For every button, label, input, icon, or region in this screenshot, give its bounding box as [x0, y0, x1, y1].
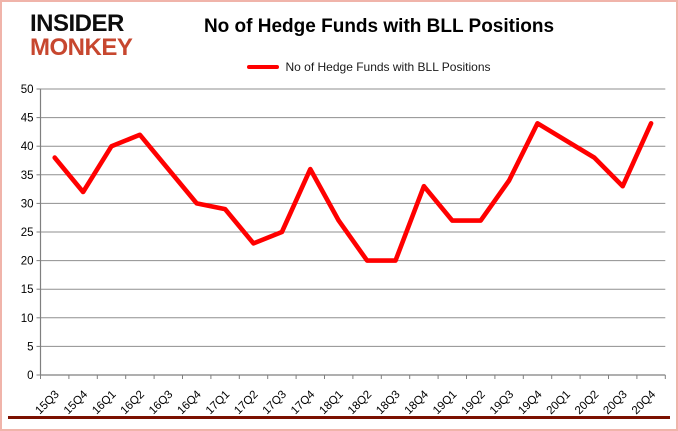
x-tick-label: 17Q3 [261, 389, 289, 417]
x-tick-label: 17Q2 [232, 389, 260, 417]
x-tick-label: 19Q3 [488, 389, 516, 417]
chart-legend: No of Hedge Funds with BLL Positions [62, 60, 676, 74]
y-tick-label: 5 [27, 341, 33, 353]
y-tick-label: 10 [21, 313, 34, 325]
x-tick-label: 20Q2 [573, 389, 601, 417]
y-tick-label: 25 [21, 227, 34, 239]
x-tick-label: 20Q1 [545, 389, 573, 417]
y-tick-label: 0 [27, 370, 33, 382]
y-tick-label: 20 [21, 256, 34, 268]
logo-line-monkey: MONKEY [30, 34, 133, 61]
legend-line-swatch [247, 65, 280, 69]
x-tick-label: 16Q4 [175, 388, 204, 417]
tick-marks [36, 88, 666, 379]
x-tick-label: 19Q2 [459, 389, 487, 417]
y-axis-labels: 0 5 10 15 20 25 30 35 40 45 50 [21, 84, 34, 382]
x-tick-label: 18Q4 [403, 388, 432, 417]
x-tick-label: 18Q1 [317, 389, 345, 417]
footer-rule [8, 416, 670, 419]
data-series [52, 121, 654, 263]
x-tick-label: 17Q1 [204, 389, 232, 417]
y-tick-label: 30 [21, 198, 34, 210]
x-tick-label: 15Q4 [62, 388, 91, 417]
x-tick-label: 19Q1 [431, 389, 459, 417]
x-tick-label: 17Q4 [289, 388, 318, 417]
x-tick-label: 20Q3 [601, 389, 629, 417]
x-tick-label: 16Q1 [90, 389, 118, 417]
gridlines [40, 88, 666, 347]
legend-label: No of Hedge Funds with BLL Positions [285, 60, 491, 74]
y-tick-label: 15 [21, 284, 34, 296]
x-tick-label: 18Q3 [374, 389, 402, 417]
insider-monkey-logo: INSIDER MONKEY [30, 10, 133, 61]
y-tick-label: 45 [21, 113, 34, 125]
series-line [52, 121, 654, 263]
y-tick-label: 50 [21, 84, 34, 96]
x-tick-label: 15Q3 [33, 389, 61, 417]
y-tick-label: 35 [21, 170, 34, 182]
page-title: No of Hedge Funds with BLL Positions [203, 16, 555, 37]
x-tick-label: 18Q2 [346, 389, 374, 417]
logo-line-insider: INSIDER [30, 10, 124, 37]
x-tick-label: 19Q4 [516, 388, 545, 417]
x-axis-labels: 15Q3 15Q4 16Q1 16Q2 16Q3 16Q4 17Q1 17Q2 17Q3 17Q4… [33, 388, 658, 417]
y-tick-label: 40 [21, 141, 34, 153]
x-tick-label: 16Q2 [119, 389, 147, 417]
x-tick-label: 16Q3 [147, 389, 175, 417]
x-tick-label: 20Q4 [630, 388, 659, 417]
